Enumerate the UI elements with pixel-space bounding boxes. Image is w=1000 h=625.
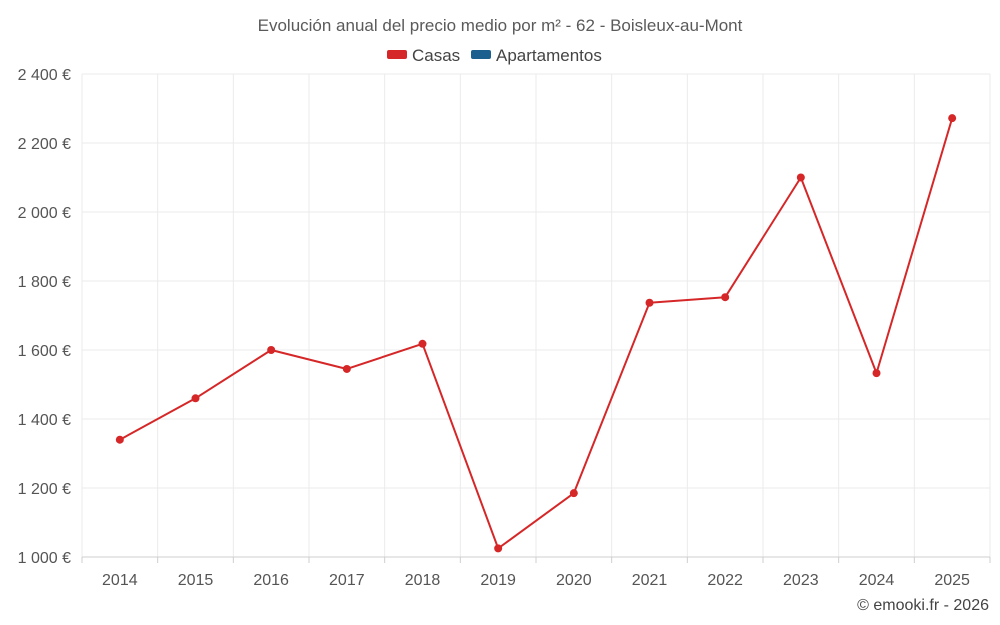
- x-axis-ticks: 2014 2015 2016 2017 2018 2019 2020 2021 2022 2023…: [102, 572, 970, 589]
- data-point-casas-2024[interactable]: [872, 369, 881, 378]
- data-point-casas-2016[interactable]: [267, 346, 276, 354]
- x-tick-label: 2018: [405, 572, 441, 589]
- y-tick-label: 2 000 €: [18, 205, 71, 222]
- series-line-casas: [119, 117, 954, 550]
- credit-text: © emooki.fr - 2026: [857, 597, 989, 614]
- y-tick-label: 1 800 €: [18, 274, 71, 291]
- legend: Casas Apartamentos: [387, 46, 602, 65]
- legend-label-casas: Casas: [412, 46, 460, 65]
- x-tick-label: 2021: [632, 572, 668, 589]
- y-axis-ticks: 1 000 € 1 200 € 1 400 € 1 600 € 1 800 € 2 000…: [18, 67, 71, 567]
- data-point-casas-2025[interactable]: [948, 114, 957, 123]
- x-tick-label: 2020: [556, 572, 592, 589]
- legend-label-apartamentos: Apartamentos: [496, 46, 602, 65]
- data-point-casas-2015[interactable]: [191, 394, 200, 403]
- y-tick-label: 2 200 €: [18, 136, 71, 153]
- x-tick-label: 2024: [859, 572, 895, 589]
- x-tick-label: 2014: [102, 572, 138, 589]
- x-tick-label: 2019: [480, 572, 516, 589]
- data-point-casas-2020[interactable]: [569, 489, 578, 498]
- data-point-casas-2022[interactable]: [721, 293, 730, 302]
- y-tick-label: 1 200 €: [18, 481, 71, 498]
- y-tick-label: 2 400 €: [18, 67, 71, 84]
- x-tick-label: 2025: [934, 572, 970, 589]
- y-tick-label: 1 400 €: [18, 412, 71, 429]
- y-tick-label: 1 600 €: [18, 343, 71, 360]
- data-point-casas-2017[interactable]: [342, 364, 351, 373]
- legend-swatch-apartamentos: [471, 50, 491, 59]
- x-tick-label: 2017: [329, 572, 365, 589]
- data-point-casas-2023[interactable]: [796, 173, 805, 182]
- chart-title: Evolución anual del precio medio por m² …: [258, 16, 743, 35]
- data-point-casas-2021[interactable]: [645, 298, 654, 307]
- legend-item-casas[interactable]: Casas: [387, 46, 460, 65]
- data-point-casas-2019[interactable]: [494, 544, 503, 553]
- x-tick-label: 2016: [253, 572, 289, 589]
- data-point-casas-2018[interactable]: [418, 339, 427, 348]
- x-tick-label: 2023: [783, 572, 819, 589]
- x-gridlines: [81, 74, 991, 563]
- data-point-casas-2014[interactable]: [115, 435, 124, 444]
- x-tick-label: 2022: [707, 572, 743, 589]
- legend-item-apartamentos[interactable]: Apartamentos: [471, 46, 602, 65]
- y-tick-label: 1 000 €: [18, 550, 71, 567]
- legend-swatch-casas: [387, 50, 407, 59]
- x-tick-label: 2015: [178, 572, 214, 589]
- series-layer: [115, 114, 957, 553]
